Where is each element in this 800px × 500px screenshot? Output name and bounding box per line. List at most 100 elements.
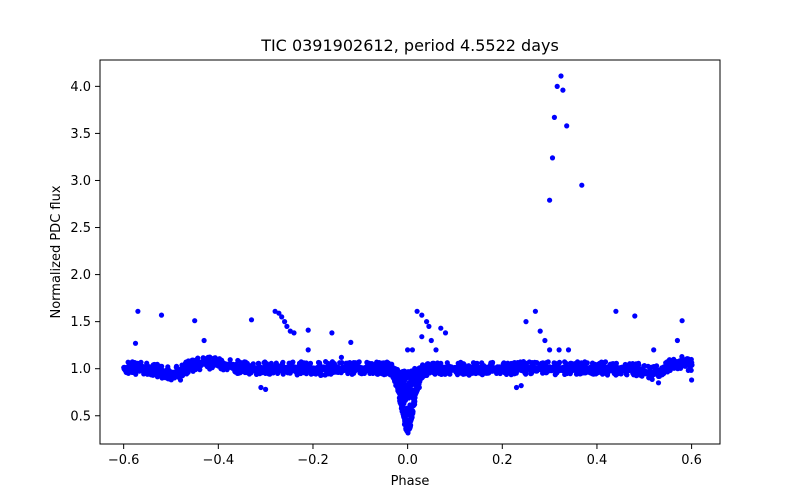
- data-point: [613, 369, 620, 376]
- data-point: [361, 370, 367, 376]
- y-tick-label: 0.5: [70, 409, 91, 424]
- data-point: [324, 370, 330, 376]
- data-point: [675, 366, 681, 372]
- data-point: [376, 370, 382, 376]
- data-point: [404, 410, 410, 416]
- data-point: [171, 375, 177, 381]
- data-point: [458, 359, 464, 365]
- data-point: [419, 334, 425, 340]
- data-point: [330, 369, 336, 376]
- data-point: [579, 182, 585, 188]
- data-point: [279, 314, 285, 320]
- data-point: [148, 372, 154, 378]
- data-point: [216, 356, 223, 362]
- data-point: [508, 372, 514, 378]
- data-point: [511, 360, 517, 366]
- data-point: [444, 360, 450, 366]
- y-axis-label: Normalized PDC flux: [49, 185, 64, 318]
- data-point: [303, 371, 309, 377]
- data-point: [275, 370, 281, 376]
- data-point: [633, 361, 639, 367]
- data-point: [338, 370, 344, 376]
- data-point: [543, 370, 549, 376]
- data-point: [542, 337, 548, 344]
- data-point: [256, 360, 262, 366]
- data-point: [582, 359, 588, 365]
- data-point: [284, 323, 290, 329]
- data-point: [399, 371, 405, 377]
- data-point: [224, 367, 230, 373]
- data-point: [257, 371, 263, 377]
- data-point: [329, 330, 335, 336]
- data-point: [386, 364, 392, 370]
- data-point: [404, 428, 410, 434]
- data-point: [294, 372, 300, 378]
- data-point: [562, 371, 568, 377]
- data-point: [164, 367, 170, 373]
- data-point: [426, 323, 432, 329]
- data-point: [200, 355, 206, 361]
- data-point: [307, 360, 314, 366]
- data-point: [195, 365, 201, 372]
- data-point: [366, 362, 372, 368]
- data-point: [547, 347, 553, 353]
- data-point: [399, 398, 405, 404]
- data-point: [655, 380, 662, 386]
- data-point: [173, 363, 180, 369]
- data-point: [207, 354, 213, 360]
- data-point: [547, 197, 553, 203]
- data-point: [622, 361, 628, 368]
- data-point: [141, 371, 147, 377]
- data-point: [144, 360, 150, 366]
- data-point: [374, 359, 380, 365]
- data-point: [233, 368, 239, 375]
- data-point: [352, 360, 358, 366]
- chart-title: TIC 0391902612, period 4.5522 days: [260, 36, 559, 55]
- data-point: [666, 357, 673, 363]
- data-point: [554, 83, 560, 89]
- data-point: [250, 361, 256, 367]
- data-point: [466, 372, 472, 378]
- data-point: [414, 308, 420, 314]
- data-point: [201, 337, 207, 344]
- data-point: [558, 73, 564, 79]
- data-point: [603, 370, 609, 377]
- data-point: [607, 361, 613, 367]
- data-point: [560, 87, 566, 93]
- data-point: [428, 337, 434, 344]
- data-point: [447, 371, 453, 377]
- data-point: [454, 372, 461, 378]
- data-point: [389, 369, 395, 376]
- y-tick-label: 1.0: [70, 362, 91, 377]
- data-point: [345, 360, 351, 366]
- data-point: [323, 359, 329, 365]
- data-point: [483, 370, 489, 376]
- data-point: [689, 362, 695, 368]
- data-point: [235, 358, 242, 364]
- data-point: [187, 358, 194, 364]
- data-point: [674, 337, 681, 344]
- data-point: [540, 361, 546, 367]
- data-point: [549, 155, 556, 161]
- data-point: [407, 402, 413, 408]
- x-tick-label: 0.6: [681, 453, 702, 468]
- data-point: [628, 361, 634, 368]
- x-tick-label: 0.4: [587, 453, 608, 468]
- data-point: [688, 367, 694, 373]
- x-tick-label: −0.2: [297, 453, 329, 468]
- data-point: [664, 369, 671, 375]
- data-point: [442, 330, 449, 336]
- data-point: [679, 355, 685, 361]
- data-point: [529, 360, 535, 366]
- data-point: [689, 377, 695, 383]
- data-point: [419, 312, 425, 318]
- data-point: [671, 356, 677, 362]
- data-point: [613, 360, 620, 366]
- data-point: [473, 370, 479, 377]
- data-point: [248, 317, 255, 323]
- data-point: [227, 357, 233, 363]
- data-point: [438, 325, 444, 331]
- data-point: [592, 361, 598, 367]
- data-point: [409, 381, 415, 387]
